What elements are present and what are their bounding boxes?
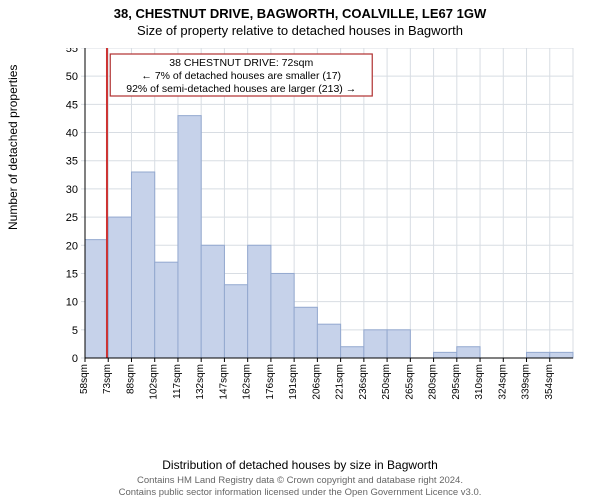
histogram-bar: [201, 245, 224, 358]
histogram-bar: [341, 347, 364, 358]
svg-text:45: 45: [66, 99, 78, 111]
histogram-bar: [155, 262, 178, 358]
svg-text:58sqm: 58sqm: [79, 364, 90, 394]
histogram-bar: [294, 307, 317, 358]
svg-text:280sqm: 280sqm: [428, 364, 439, 400]
annotation-line-2: ← 7% of detached houses are smaller (17): [141, 70, 341, 82]
histogram-bar: [387, 330, 410, 358]
svg-text:324sqm: 324sqm: [497, 364, 508, 400]
histogram-bar: [317, 324, 340, 358]
svg-text:40: 40: [66, 128, 78, 140]
svg-text:10: 10: [66, 297, 78, 309]
histogram-bar: [131, 172, 154, 358]
histogram-bar: [434, 352, 457, 358]
svg-text:132sqm: 132sqm: [195, 364, 206, 400]
histogram-bar: [85, 240, 108, 358]
y-axis-label: Number of detached properties: [6, 65, 20, 230]
svg-text:0: 0: [72, 353, 78, 365]
svg-text:5: 5: [72, 325, 78, 337]
svg-text:250sqm: 250sqm: [381, 364, 392, 400]
x-axis-label: Distribution of detached houses by size …: [0, 458, 600, 472]
histogram-bar: [271, 273, 294, 358]
svg-text:295sqm: 295sqm: [451, 364, 462, 400]
page-title-address: 38, CHESTNUT DRIVE, BAGWORTH, COALVILLE,…: [0, 0, 600, 21]
svg-text:147sqm: 147sqm: [218, 364, 229, 400]
svg-text:354sqm: 354sqm: [544, 364, 555, 400]
svg-text:176sqm: 176sqm: [265, 364, 276, 400]
histogram-bar: [457, 347, 480, 358]
svg-text:265sqm: 265sqm: [404, 364, 415, 400]
svg-text:221sqm: 221sqm: [335, 364, 346, 400]
svg-text:88sqm: 88sqm: [125, 364, 136, 394]
histogram-bar: [224, 285, 247, 358]
footer-line-1: Contains HM Land Registry data © Crown c…: [0, 475, 600, 486]
svg-text:206sqm: 206sqm: [311, 364, 322, 400]
histogram-bar: [364, 330, 387, 358]
histogram-bar: [550, 352, 573, 358]
page-subtitle: Size of property relative to detached ho…: [0, 21, 600, 42]
svg-text:162sqm: 162sqm: [242, 364, 253, 400]
svg-text:30: 30: [66, 184, 78, 196]
svg-text:73sqm: 73sqm: [102, 364, 113, 394]
histogram-bar: [527, 352, 550, 358]
histogram-bar: [108, 217, 131, 358]
svg-text:55: 55: [66, 48, 78, 55]
svg-text:50: 50: [66, 71, 78, 83]
histogram-bar: [248, 245, 271, 358]
footer-attribution: Contains HM Land Registry data © Crown c…: [0, 475, 600, 498]
annotation-line-3: 92% of semi-detached houses are larger (…: [126, 83, 356, 95]
svg-text:236sqm: 236sqm: [358, 364, 369, 400]
svg-text:15: 15: [66, 268, 78, 280]
svg-text:117sqm: 117sqm: [172, 364, 183, 399]
svg-text:191sqm: 191sqm: [288, 364, 299, 400]
footer-line-2: Contains public sector information licen…: [0, 487, 600, 498]
svg-text:35: 35: [66, 156, 78, 168]
histogram-plot: 0 5 10 15 20 25 30 35 40 45 50 55 58sqm 73sqm 88sqm 102…: [55, 48, 575, 418]
svg-text:20: 20: [66, 240, 78, 252]
svg-text:25: 25: [66, 212, 78, 224]
chart-area: 0 5 10 15 20 25 30 35 40 45 50 55 58sqm 73sqm 88sqm 102…: [55, 48, 575, 418]
svg-text:339sqm: 339sqm: [521, 364, 532, 400]
annotation-line-1: 38 CHESTNUT DRIVE: 72sqm: [169, 57, 313, 69]
svg-text:102sqm: 102sqm: [149, 364, 160, 400]
histogram-bar: [178, 116, 201, 358]
svg-text:310sqm: 310sqm: [474, 364, 485, 400]
